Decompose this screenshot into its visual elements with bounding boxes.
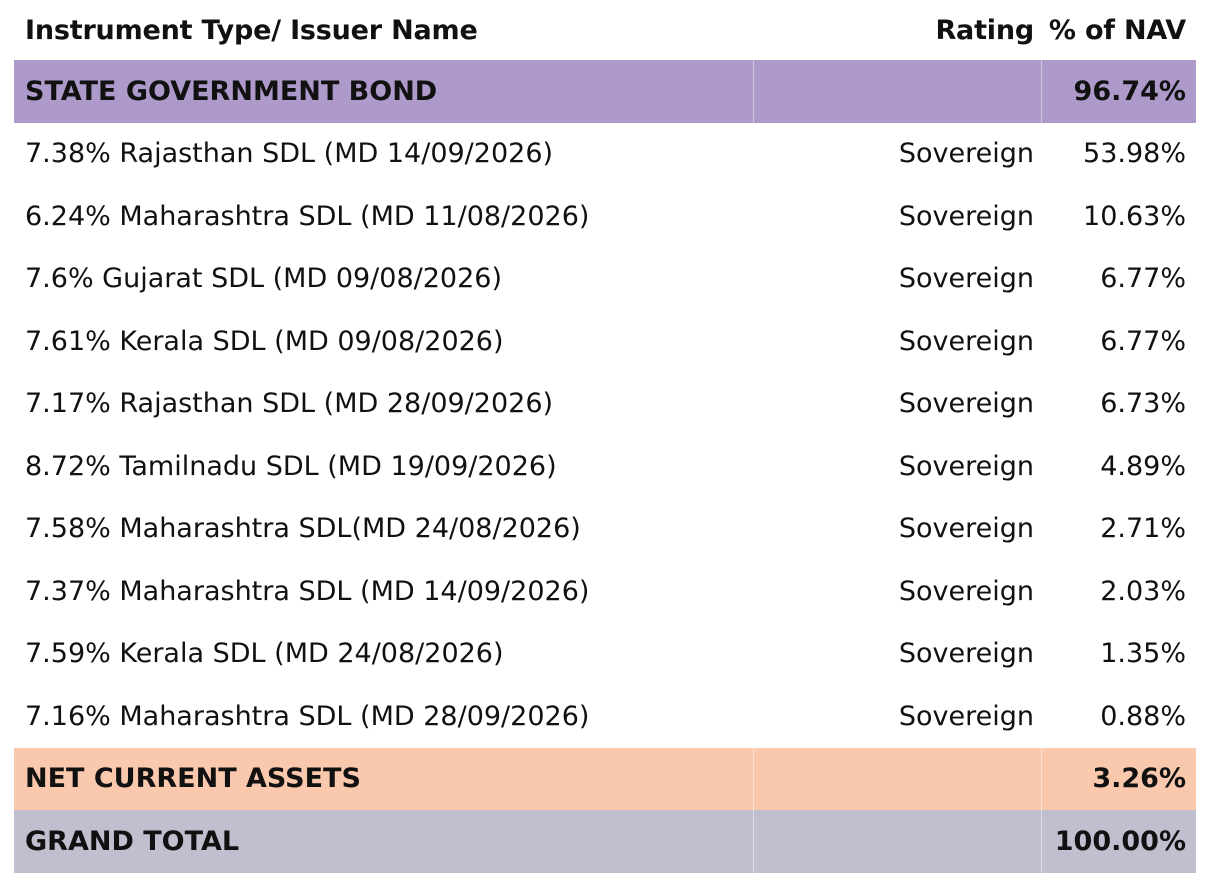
holdings-table: Instrument Type/ Issuer Name Rating % of… <box>14 0 1196 873</box>
section-rating <box>754 747 1042 810</box>
row-nav: 53.98% <box>1083 138 1186 170</box>
row-name: 7.61% Kerala SDL (MD 09/08/2026) <box>25 325 504 357</box>
section-nav: 3.26% <box>1092 763 1186 795</box>
row-rating: Sovereign <box>898 700 1034 732</box>
table-row: 7.6% Gujarat SDL (MD 09/08/2026) Sovereig… <box>14 248 1196 311</box>
section-grand-total: GRAND TOTAL 100.00% <box>14 810 1196 873</box>
header-name: Instrument Type/ Issuer Name <box>25 14 478 46</box>
header-rating: Rating <box>935 14 1034 46</box>
table-row: 7.61% Kerala SDL (MD 09/08/2026) Sovereig… <box>14 310 1196 373</box>
data-rows: 7.38% Rajasthan SDL (MD 14/09/2026) Sover… <box>14 123 1196 748</box>
table-row: 6.24% Maharashtra SDL (MD 11/08/2026) Sov… <box>14 185 1196 248</box>
row-nav: 2.03% <box>1100 575 1186 607</box>
row-rating: Sovereign <box>898 638 1034 670</box>
section-label: NET CURRENT ASSETS <box>14 747 754 810</box>
section-net-current-assets: NET CURRENT ASSETS 3.26% <box>14 747 1196 810</box>
section-label: GRAND TOTAL <box>14 810 754 873</box>
row-name: 7.6% Gujarat SDL (MD 09/08/2026) <box>25 263 502 295</box>
row-name: 7.59% Kerala SDL (MD 24/08/2026) <box>25 638 504 670</box>
section-nav: 100.00% <box>1054 825 1186 857</box>
section-nav: 96.74% <box>1073 75 1186 107</box>
row-nav: 4.89% <box>1100 450 1186 482</box>
table-header: Instrument Type/ Issuer Name Rating % of… <box>14 0 1196 60</box>
table-row: 7.16% Maharashtra SDL (MD 28/09/2026) Sov… <box>14 685 1196 748</box>
row-name: 7.16% Maharashtra SDL (MD 28/09/2026) <box>25 700 590 732</box>
row-name: 7.17% Rajasthan SDL (MD 28/09/2026) <box>25 388 554 420</box>
row-nav: 0.88% <box>1100 700 1186 732</box>
section-rating <box>754 810 1042 873</box>
header-nav: % of NAV <box>1048 14 1186 46</box>
row-nav: 2.71% <box>1100 513 1186 545</box>
row-rating: Sovereign <box>898 513 1034 545</box>
section-label: STATE GOVERNMENT BOND <box>14 60 754 123</box>
table-row: 7.38% Rajasthan SDL (MD 14/09/2026) Sover… <box>14 123 1196 186</box>
row-nav: 10.63% <box>1083 200 1186 232</box>
row-rating: Sovereign <box>898 263 1034 295</box>
row-name: 8.72% Tamilnadu SDL (MD 19/09/2026) <box>25 450 557 482</box>
row-nav: 6.77% <box>1100 263 1186 295</box>
row-nav: 1.35% <box>1100 638 1186 670</box>
row-rating: Sovereign <box>898 388 1034 420</box>
table-row: 7.59% Kerala SDL (MD 24/08/2026) Sovereig… <box>14 623 1196 686</box>
row-nav: 6.77% <box>1100 325 1186 357</box>
row-name: 7.38% Rajasthan SDL (MD 14/09/2026) <box>25 138 554 170</box>
table-row: 7.58% Maharashtra SDL(MD 24/08/2026) Sove… <box>14 498 1196 561</box>
row-name: 7.58% Maharashtra SDL(MD 24/08/2026) <box>25 513 581 545</box>
row-rating: Sovereign <box>898 138 1034 170</box>
row-nav: 6.73% <box>1100 388 1186 420</box>
row-rating: Sovereign <box>898 325 1034 357</box>
row-rating: Sovereign <box>898 200 1034 232</box>
section-state-government-bond: STATE GOVERNMENT BOND 96.74% <box>14 60 1196 123</box>
table-row: 7.37% Maharashtra SDL (MD 14/09/2026) Sov… <box>14 560 1196 623</box>
table-row: 7.17% Rajasthan SDL (MD 28/09/2026) Sover… <box>14 373 1196 436</box>
table-row: 8.72% Tamilnadu SDL (MD 19/09/2026) Sover… <box>14 435 1196 498</box>
row-rating: Sovereign <box>898 450 1034 482</box>
row-name: 7.37% Maharashtra SDL (MD 14/09/2026) <box>25 575 590 607</box>
section-rating <box>754 60 1042 123</box>
row-rating: Sovereign <box>898 575 1034 607</box>
row-name: 6.24% Maharashtra SDL (MD 11/08/2026) <box>25 200 590 232</box>
